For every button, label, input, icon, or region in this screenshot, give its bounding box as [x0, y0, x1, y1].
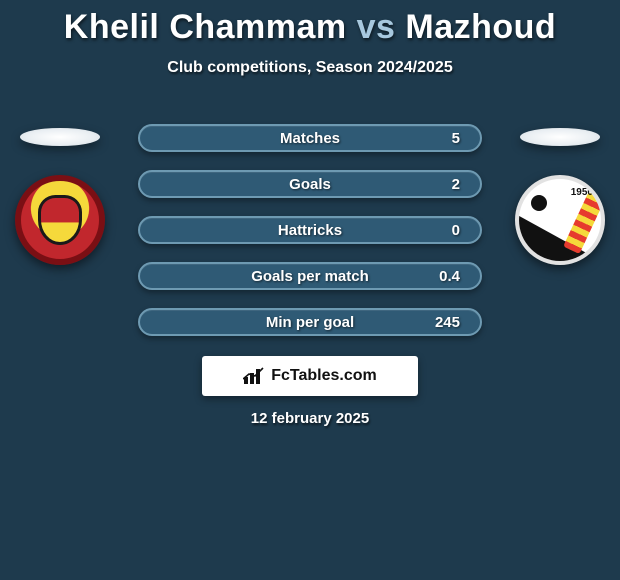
stat-row-min-per-goal: Min per goal 245 [138, 308, 482, 336]
shadow-left [20, 128, 100, 146]
stat-label: Goals per match [251, 268, 369, 285]
crest-right-ball-icon [531, 195, 547, 211]
stat-bars: Matches 5 Goals 2 Hattricks 0 Goals per … [138, 124, 482, 354]
stat-right-value: 5 [420, 130, 460, 147]
stat-right-value: 0.4 [420, 268, 460, 285]
stat-row-goals-per-match: Goals per match 0.4 [138, 262, 482, 290]
player2-name: Mazhoud [405, 8, 556, 46]
stat-row-hattricks: Hattricks 0 [138, 216, 482, 244]
stat-label: Goals [289, 176, 331, 193]
stat-label: Matches [280, 130, 340, 147]
stat-label: Min per goal [266, 314, 354, 331]
stat-row-goals: Goals 2 [138, 170, 482, 198]
bar-chart-icon [243, 367, 265, 385]
player1-name: Khelil Chammam [64, 8, 347, 46]
branding-badge[interactable]: FcTables.com [202, 356, 418, 396]
club-crest-right: 1950 [515, 175, 605, 265]
branding-text: FcTables.com [271, 367, 377, 385]
subtitle: Club competitions, Season 2024/2025 [0, 59, 620, 77]
crest-right-stripe-icon [563, 192, 605, 254]
shadow-right [520, 128, 600, 146]
stat-row-matches: Matches 5 [138, 124, 482, 152]
stat-right-value: 245 [420, 314, 460, 331]
stat-right-value: 2 [420, 176, 460, 193]
stat-right-value: 0 [420, 222, 460, 239]
date-text: 12 february 2025 [0, 410, 620, 427]
crest-right-year: 1950 [571, 187, 593, 198]
crest-left-shield-icon [38, 195, 82, 245]
stat-label: Hattricks [278, 222, 342, 239]
comparison-title: Khelil Chammam vs Mazhoud [0, 0, 620, 47]
club-crest-left [15, 175, 105, 265]
vs-separator: vs [357, 8, 396, 46]
